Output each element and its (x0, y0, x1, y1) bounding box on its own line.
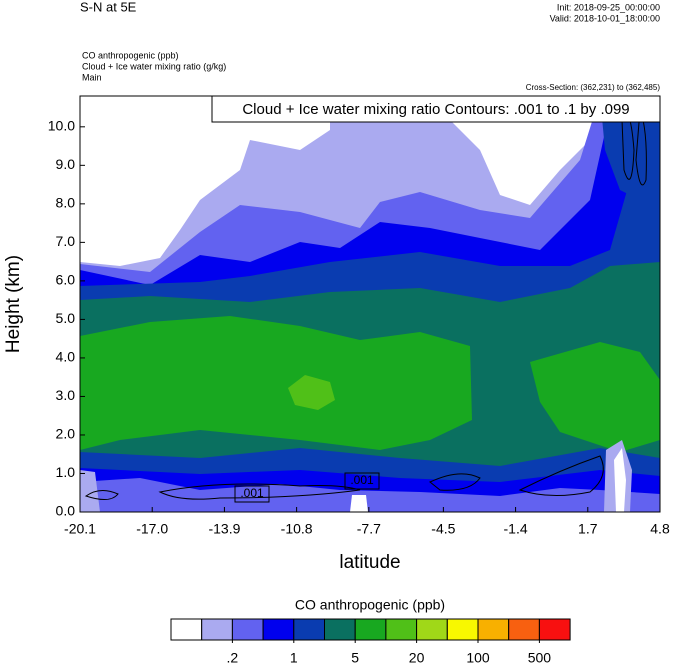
colorbar-box (477, 618, 510, 641)
plot-area: .001 .001 (80, 96, 660, 512)
x-tick-label: -10.8 (281, 521, 313, 537)
colorbar-box (324, 618, 356, 641)
colorbar-label: 1 (290, 650, 298, 666)
init: Init: 2018-09-25_00:00:00 (557, 2, 660, 12)
contour-line (84, 490, 119, 500)
contour-fill (80, 478, 660, 512)
x-tick-label: -13.9 (208, 521, 240, 537)
y-tick-label: 1.0 (56, 464, 76, 480)
y-tick-label: 2.0 (56, 426, 76, 442)
colorbar-box (446, 618, 479, 641)
colorbar-box (201, 618, 233, 641)
x-tick-label: 1.7 (578, 521, 598, 537)
y-tick-label: 9.0 (56, 156, 76, 172)
contour-line (635, 109, 647, 186)
colorbar-label: 100 (466, 650, 490, 666)
x-axis-title: latitude (339, 552, 400, 573)
contour-label: .001 (350, 473, 374, 487)
x-tick-label: 4.8 (650, 521, 670, 537)
contour-line (158, 483, 361, 500)
colorbar-label: 20 (409, 650, 425, 666)
y-tick-label: 5.0 (56, 310, 76, 326)
title: S-N at 5E (80, 0, 137, 14)
colorbar-box (170, 618, 203, 641)
colorbar-box (354, 618, 387, 641)
y-tick-label: 8.0 (56, 195, 76, 211)
field: CO anthropogenic (ppb) (82, 50, 179, 60)
colorbar-box (416, 618, 448, 641)
contour-fill (530, 342, 660, 452)
contour-title-box (211, 95, 661, 123)
colorbar-box (231, 618, 264, 641)
contour-fill (440, 96, 600, 205)
contour-fill (80, 316, 472, 450)
contour-fill (288, 375, 335, 410)
colorbar-box (538, 618, 571, 641)
colorbar-label: 500 (528, 650, 552, 666)
contour-fill (80, 470, 100, 512)
colorbar-label: .2 (227, 650, 239, 666)
y-tick-label: 3.0 (56, 387, 76, 403)
y-tick-label: 10.0 (48, 118, 75, 134)
contour-fill (350, 495, 368, 512)
contour-label-box (234, 485, 270, 503)
x-tick-label: -7.7 (357, 521, 381, 537)
colorbar-box (508, 618, 540, 641)
contour-line (429, 473, 481, 491)
x-tick-label: -20.1 (64, 521, 96, 537)
colorbar-label: 5 (351, 650, 359, 666)
contour-title: Cloud + Ice water mixing ratio Contours:… (242, 101, 629, 118)
valid: Valid: 2018-10-01_18:00:00 (550, 13, 660, 23)
contour-label-box (344, 472, 380, 490)
plot-frame (79, 95, 661, 513)
contour-fill (614, 448, 626, 512)
y-tick-label: 4.0 (56, 349, 76, 365)
cross-section: Cross-Section: (362,231) to (362,485) (526, 83, 661, 92)
colorbar-title: CO anthropogenic (ppb) (295, 597, 445, 613)
y-tick-label: 0.0 (56, 503, 76, 519)
contour-line (518, 455, 604, 497)
y-axis-title: Height (km) (3, 255, 24, 353)
field: Cloud + Ice water mixing ratio (g/kg) (82, 61, 226, 71)
x-tick-label: -1.4 (504, 521, 528, 537)
colorbar-box (293, 618, 325, 641)
field: Main (82, 72, 102, 82)
y-tick-label: 7.0 (56, 233, 76, 249)
x-tick-label: -17.0 (136, 521, 168, 537)
y-tick-label: 6.0 (56, 272, 76, 288)
contour-fill (80, 96, 330, 266)
x-tick-label: -4.5 (431, 521, 455, 537)
contour-label: .001 (240, 486, 264, 500)
colorbar-box (262, 618, 295, 641)
colorbar-box (385, 618, 418, 641)
